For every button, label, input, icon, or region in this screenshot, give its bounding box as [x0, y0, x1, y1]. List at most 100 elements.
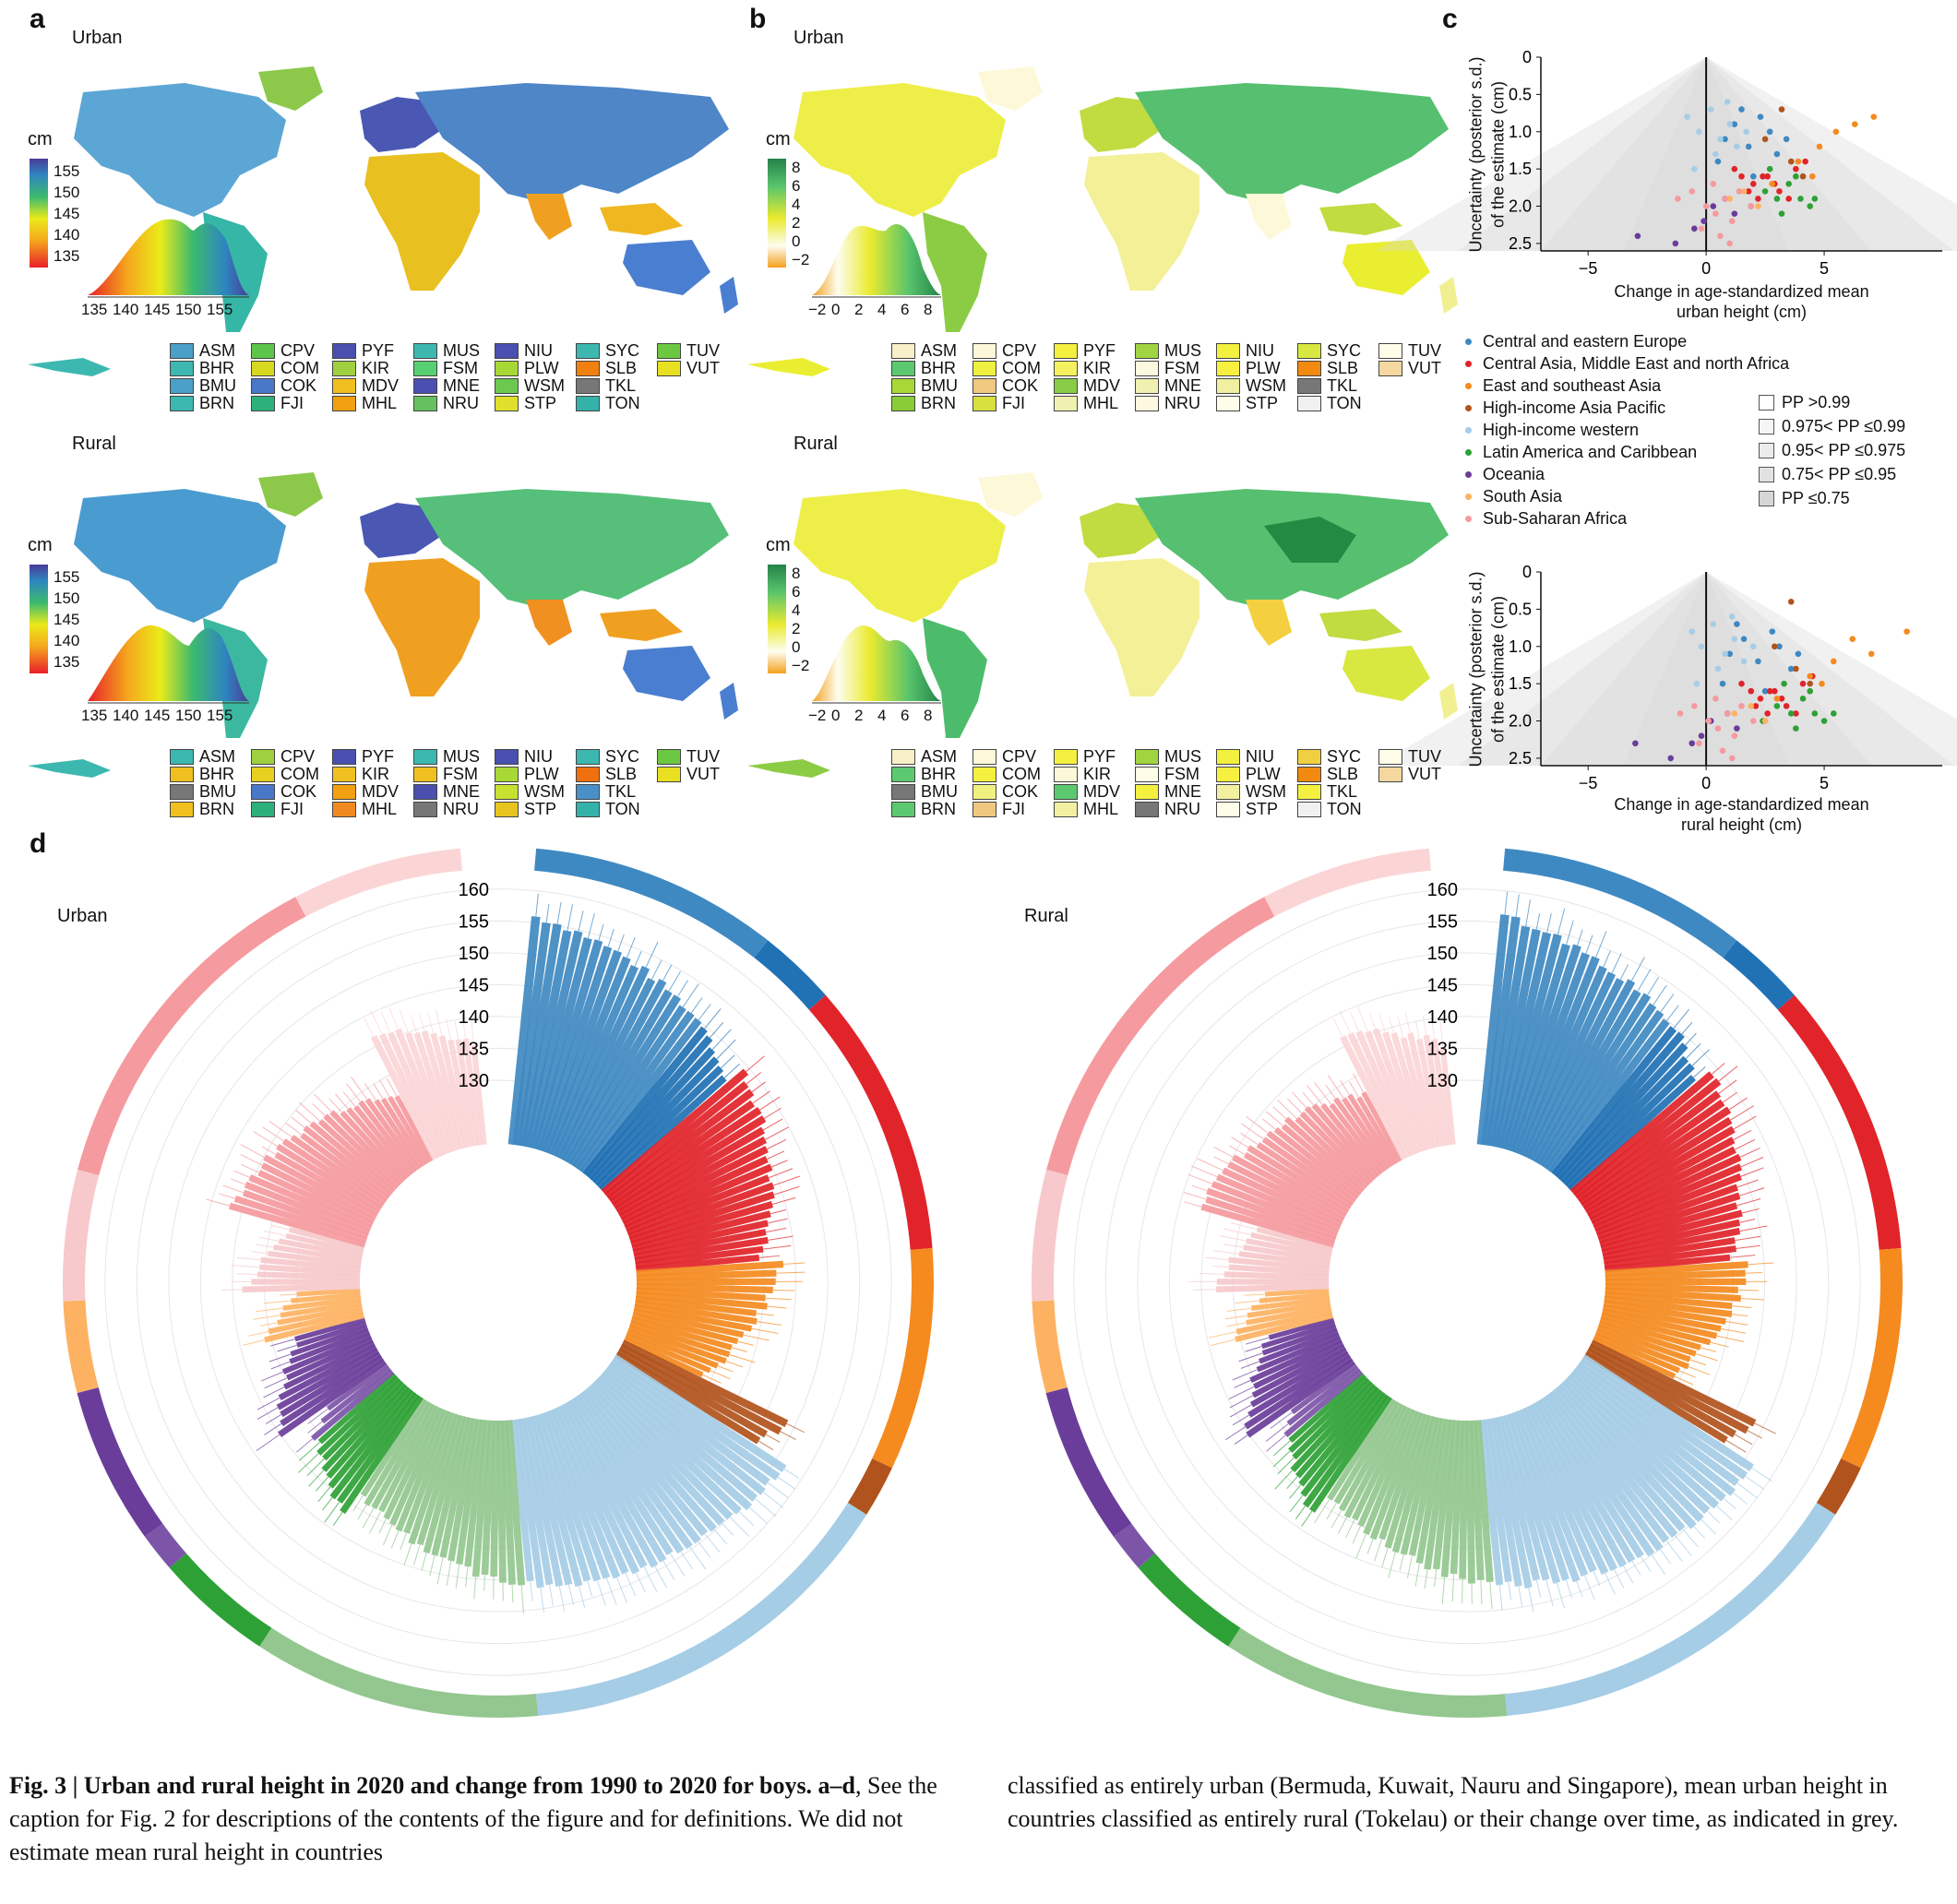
- radial-bar: [636, 1291, 768, 1310]
- radial-bar: [1247, 1300, 1331, 1318]
- radial-bar: [346, 1107, 411, 1180]
- radial-bar: [248, 1174, 373, 1232]
- small-country-legend-item: NIU: [1216, 747, 1274, 767]
- small-country-legend-item: SLB: [1297, 359, 1358, 378]
- region-legend-item: High-income western: [1465, 421, 1639, 440]
- radial-bar: [612, 1354, 787, 1472]
- scatter-point: [1740, 658, 1748, 665]
- radial-error-bar: [1706, 1510, 1721, 1524]
- region-ring-arc: [1138, 1553, 1241, 1647]
- radial-error-bar: [777, 1476, 796, 1490]
- legend-swatch: [251, 396, 275, 411]
- radial-error-bar: [1229, 1145, 1246, 1156]
- radial-error-bar: [1266, 1434, 1286, 1452]
- radial-error-bar: [1665, 1540, 1683, 1563]
- legend-swatch: [576, 767, 600, 782]
- radial-error-bar: [1515, 894, 1520, 918]
- scatter-point: [1736, 188, 1743, 195]
- scatter-point: [1832, 128, 1840, 136]
- scatter-point: [1799, 680, 1807, 687]
- legend-code: BHR: [199, 359, 235, 377]
- legend-swatch: [973, 749, 996, 765]
- scatter-point: [1749, 181, 1757, 187]
- radial-error-bar: [710, 1370, 731, 1380]
- scatter-rural: 0 0.5 1.0 1.5 2.0 2.5 −5 0 5: [1375, 563, 1957, 792]
- scatter-point: [1769, 181, 1776, 187]
- radial-error-bar: [1734, 1138, 1756, 1150]
- radial-bar: [618, 1343, 782, 1435]
- radial-error-bar: [332, 1511, 343, 1527]
- scatter-point: [1691, 165, 1698, 173]
- radial-bar: [614, 1115, 767, 1213]
- radial-error-bar: [236, 1273, 257, 1275]
- scatter-ylabel: of the estimate (cm): [1488, 80, 1508, 229]
- legend-code: PYF: [1083, 341, 1116, 360]
- small-country-legend-item: PLW: [1216, 359, 1281, 378]
- radial-bar: [537, 946, 613, 1152]
- small-country-legend-item: VUT: [1378, 359, 1441, 378]
- radial-error-bar: [307, 1421, 323, 1434]
- radial-error-bar: [1373, 1539, 1383, 1562]
- radial-error-bar: [427, 1012, 435, 1034]
- radial-bar: [496, 1420, 507, 1583]
- radial-error-bar: [704, 1533, 721, 1553]
- radial-bar: [633, 1303, 753, 1332]
- map-b-rural: [794, 472, 1458, 738]
- radial-error-bar: [1577, 929, 1583, 946]
- scatter-point: [1807, 203, 1814, 209]
- radial-bar: [290, 1135, 388, 1206]
- radial-bar: [263, 1154, 378, 1220]
- legend-swatch: [1135, 396, 1159, 411]
- legend-code: TKL: [605, 376, 637, 395]
- legend-swatch: [1216, 802, 1240, 817]
- radial-bar: [340, 1395, 424, 1515]
- scatter-point: [1868, 650, 1875, 658]
- colorbar-b-tick: 4: [792, 196, 801, 213]
- radial-bar: [257, 1170, 375, 1228]
- radial-error-bar: [307, 1408, 328, 1424]
- radial-bar: [1593, 1163, 1742, 1232]
- colorbar-b-tick: −2: [792, 657, 810, 674]
- caption-fig: Fig. 3 |: [9, 1772, 84, 1799]
- legend-code: VUT: [686, 765, 720, 783]
- radial-error-bar: [754, 1498, 777, 1517]
- radial-bar: [1440, 1420, 1461, 1577]
- legend-dot: [1465, 383, 1472, 389]
- radial-error-bar: [720, 1054, 735, 1069]
- pp-label: PP ≤0.75: [1782, 489, 1850, 507]
- radial-bar: [277, 1304, 363, 1326]
- scatter-point: [1717, 136, 1724, 143]
- radial-bar: [289, 1328, 370, 1364]
- radial-error-bar: [257, 1407, 279, 1420]
- radial-error-bar: [783, 1468, 799, 1479]
- region-legend-item: Central and eastern Europe: [1465, 332, 1687, 351]
- radial-bar: [521, 1417, 564, 1588]
- radial-bar: [1564, 1374, 1711, 1515]
- scatter-point: [1714, 725, 1722, 732]
- radial-tick-label: 160: [1427, 880, 1458, 900]
- radial-bar: [1572, 1077, 1722, 1199]
- radial-error-bar: [248, 1330, 269, 1337]
- radial-bar: [1545, 1392, 1664, 1552]
- radial-error-bar: [759, 1096, 781, 1111]
- legend-code: BHR: [921, 765, 957, 783]
- small-country-legend-item: MNE: [1135, 376, 1201, 396]
- region-ring-arc: [169, 1553, 272, 1647]
- legend-dot: [1465, 471, 1472, 478]
- radial-bar: [598, 1075, 727, 1193]
- small-country-legend-item: COK: [251, 376, 316, 396]
- legend-code: COM: [280, 765, 319, 783]
- radial-bar: [1567, 1075, 1697, 1193]
- radial-error-bar: [1265, 1111, 1284, 1126]
- radial-error-bar: [1369, 1013, 1377, 1029]
- radial-error-bar: [587, 912, 595, 939]
- radial-bar: [636, 1269, 777, 1281]
- radial-bar: [296, 1321, 367, 1348]
- radial-error-bar: [1246, 1337, 1270, 1345]
- y-tick-label: 1.5: [1509, 674, 1532, 693]
- region-label: Latin America and Caribbean: [1483, 443, 1698, 461]
- radial-bar: [1533, 989, 1641, 1165]
- radial-error-bar: [1754, 1422, 1776, 1434]
- radial-bar: [1347, 1093, 1396, 1167]
- scatter-point: [1719, 680, 1726, 687]
